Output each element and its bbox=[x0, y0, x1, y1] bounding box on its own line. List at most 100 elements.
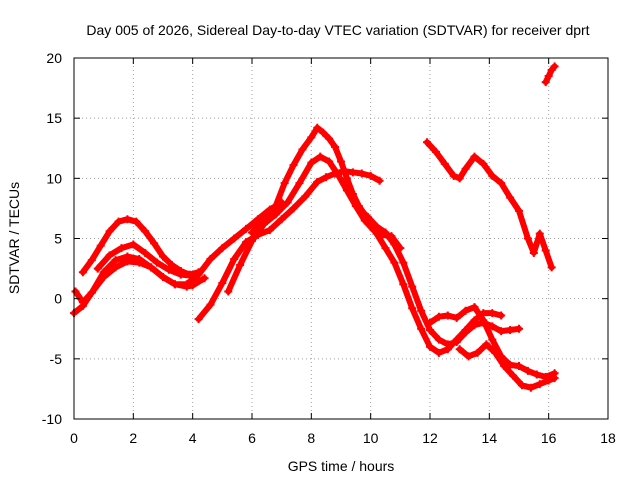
data-point-marker bbox=[544, 72, 553, 81]
data-point-marker bbox=[114, 217, 123, 226]
data-point-marker bbox=[111, 263, 120, 272]
data-point-marker bbox=[506, 193, 515, 202]
y-tick-label: 5 bbox=[54, 231, 62, 247]
data-point-marker bbox=[289, 161, 298, 170]
data-point-marker bbox=[170, 280, 179, 289]
series-satellite-track-9 bbox=[426, 303, 559, 381]
data-point-marker bbox=[366, 171, 375, 180]
y-tick-label: -5 bbox=[50, 351, 63, 367]
data-point-marker bbox=[348, 189, 357, 198]
data-point-marker bbox=[99, 273, 108, 282]
data-point-marker bbox=[313, 123, 322, 132]
x-tick-label: 18 bbox=[600, 430, 616, 446]
data-point-marker bbox=[313, 177, 322, 186]
data-point-marker bbox=[280, 179, 289, 188]
data-point-marker bbox=[455, 174, 464, 183]
data-point-marker bbox=[408, 282, 417, 291]
data-point-marker bbox=[497, 327, 506, 336]
data-point-marker bbox=[541, 246, 550, 255]
data-point-marker bbox=[182, 282, 191, 291]
data-point-marker bbox=[259, 215, 268, 224]
data-point-marker bbox=[488, 171, 497, 180]
data-point-marker bbox=[408, 304, 417, 313]
data-point-marker bbox=[319, 128, 328, 137]
data-point-marker bbox=[117, 244, 126, 253]
data-point-marker bbox=[399, 280, 408, 289]
data-point-marker bbox=[372, 222, 381, 231]
series-line bbox=[355, 205, 522, 348]
data-point-marker bbox=[488, 322, 497, 331]
series-satellite-track-4 bbox=[93, 240, 197, 280]
data-point-marker bbox=[523, 366, 532, 375]
data-point-marker bbox=[153, 258, 162, 267]
data-point-marker bbox=[78, 268, 87, 277]
data-point-marker bbox=[434, 335, 443, 344]
data-point-marker bbox=[461, 328, 470, 337]
data-point-marker bbox=[517, 381, 526, 390]
data-point-marker bbox=[357, 169, 366, 178]
data-point-marker bbox=[461, 164, 470, 173]
data-point-marker bbox=[147, 263, 156, 272]
data-point-marker bbox=[470, 321, 479, 330]
data-point-marker bbox=[337, 157, 345, 166]
x-tick-label: 10 bbox=[363, 430, 379, 446]
data-point-marker bbox=[550, 62, 559, 71]
grid bbox=[74, 58, 608, 419]
data-point-marker bbox=[96, 241, 105, 250]
data-point-marker bbox=[105, 251, 114, 260]
data-point-marker bbox=[482, 340, 491, 349]
data-point-marker bbox=[399, 258, 408, 267]
data-point-marker bbox=[242, 224, 251, 233]
data-point-marker bbox=[526, 383, 535, 392]
data-point-marker bbox=[375, 176, 384, 185]
data-point-marker bbox=[194, 315, 203, 324]
x-tick-label: 0 bbox=[70, 430, 78, 446]
data-point-marker bbox=[159, 252, 167, 261]
data-point-marker bbox=[159, 273, 167, 282]
data-point-marker bbox=[194, 268, 203, 277]
data-point-marker bbox=[265, 226, 274, 235]
data-point-marker bbox=[105, 227, 114, 236]
data-point-marker bbox=[307, 133, 316, 142]
data-point-marker bbox=[417, 306, 426, 315]
data-point-marker bbox=[523, 234, 532, 243]
data-point-marker bbox=[479, 316, 488, 325]
x-tick-label: 14 bbox=[482, 430, 498, 446]
data-point-marker bbox=[141, 248, 150, 257]
data-point-marker bbox=[132, 217, 141, 226]
data-point-marker bbox=[224, 287, 233, 296]
data-point-marker bbox=[550, 374, 559, 383]
data-point-marker bbox=[93, 264, 102, 273]
data-point-marker bbox=[301, 192, 310, 201]
x-tick-label: 4 bbox=[189, 430, 197, 446]
data-point-marker bbox=[535, 380, 544, 389]
data-point-marker bbox=[452, 337, 461, 346]
data-point-marker bbox=[111, 256, 120, 265]
data-point-marker bbox=[200, 274, 209, 283]
data-point-marker bbox=[295, 179, 304, 188]
data-point-marker bbox=[164, 265, 173, 274]
x-tick-labels: 0 2 4 6 8 10 12 14 16 18 bbox=[70, 430, 616, 446]
data-point-marker bbox=[491, 348, 500, 357]
data-point-marker bbox=[390, 240, 399, 249]
data-point-marker bbox=[289, 204, 298, 213]
data-point-marker bbox=[78, 301, 87, 310]
series-satellite-track-7 bbox=[248, 123, 506, 357]
series-satellite-track-11 bbox=[423, 138, 556, 272]
data-point-marker bbox=[443, 340, 452, 349]
data-point-marker bbox=[307, 158, 316, 167]
chart-title: Day 005 of 2026, Sidereal Day-to-day VTE… bbox=[86, 22, 589, 38]
series-satellite-track-1 bbox=[71, 198, 286, 307]
data-point-marker bbox=[547, 263, 556, 272]
data-point-marker bbox=[532, 370, 541, 379]
data-point-marker bbox=[230, 254, 239, 263]
data-point-marker bbox=[150, 239, 159, 248]
data-point-marker bbox=[206, 254, 215, 263]
data-point-marker bbox=[271, 210, 280, 219]
data-point-marker bbox=[473, 348, 482, 357]
data-point-marker bbox=[500, 362, 509, 371]
data-point-marker bbox=[470, 152, 479, 161]
data-point-marker bbox=[497, 179, 506, 188]
data-point-marker bbox=[354, 204, 363, 213]
